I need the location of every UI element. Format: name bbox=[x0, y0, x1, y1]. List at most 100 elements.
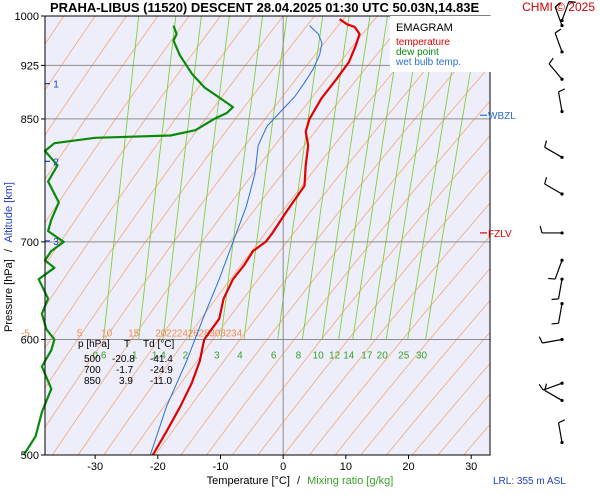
table-cell: -11.0 bbox=[150, 376, 172, 387]
wind-barb bbox=[560, 1, 576, 23]
fzlv-marker: FZLV bbox=[480, 229, 512, 240]
mixing-ratio-label: 8 bbox=[296, 351, 302, 362]
table-cell: 500 bbox=[84, 354, 101, 365]
dew-point-line bbox=[22, 25, 235, 456]
y-tick-label: 925 bbox=[21, 60, 39, 72]
wind-barb-flag bbox=[558, 88, 566, 93]
mixing-ratio-label: 0.6 bbox=[93, 351, 107, 362]
wind-barb bbox=[548, 57, 564, 81]
wind-barb-flag bbox=[544, 177, 548, 185]
mixing-ratio-label: 20 bbox=[377, 351, 389, 362]
mixing-ratio-label: 10 bbox=[313, 351, 325, 362]
wind-barb bbox=[557, 419, 566, 445]
mixing-ratio-line bbox=[301, 16, 350, 340]
mixing-ratio-label: 30 bbox=[416, 351, 428, 362]
dry-adiabat-line bbox=[77, 16, 409, 455]
dry-adiabat-line bbox=[592, 16, 600, 455]
y-axis-title: Pressure [hPa] / Altitude [km] bbox=[3, 182, 15, 332]
mixing-ratio-label: 3 bbox=[214, 351, 220, 362]
dry-adiabat-line bbox=[45, 16, 315, 389]
wind-barb-flag bbox=[568, 1, 576, 3]
table-cell: 850 bbox=[84, 376, 101, 387]
dry-adiabat-line bbox=[360, 300, 490, 455]
x-tick-label: 30 bbox=[465, 461, 477, 473]
wind-barb-shaft bbox=[554, 260, 563, 280]
x-tick-label: -10 bbox=[213, 461, 229, 473]
x-axis-title: Temperature [°C] / Mixing ratio [g/kg] bbox=[207, 475, 394, 487]
dry-adiabat-line bbox=[45, 16, 221, 266]
legend-temperature: temperature bbox=[396, 37, 450, 48]
table-cell: -24.9 bbox=[150, 365, 173, 376]
y-tick-label: 600 bbox=[21, 335, 39, 347]
dry-adiabat-line bbox=[45, 16, 127, 136]
wind-barb-shaft bbox=[542, 338, 563, 344]
wind-barb-shaft bbox=[557, 422, 563, 443]
adiabat-label: 20 bbox=[155, 329, 167, 340]
adiabat-label: 22 bbox=[166, 329, 178, 340]
table-header-td: Td [°C] bbox=[143, 339, 174, 350]
legend-dew-point: dew point bbox=[396, 47, 439, 58]
wind-barb-shaft bbox=[557, 91, 563, 112]
wind-barb bbox=[539, 225, 564, 235]
table-cell: -41.4 bbox=[150, 354, 173, 365]
dry-adiabat-line bbox=[386, 331, 490, 455]
clipped-grid bbox=[45, 16, 600, 455]
wind-barb-flag bbox=[538, 383, 544, 391]
mixing-ratio-label: 17 bbox=[361, 351, 373, 362]
adiabat-label: 28 bbox=[199, 329, 211, 340]
dry-adiabat-line bbox=[283, 202, 490, 455]
adiabat-label: 34 bbox=[231, 329, 243, 340]
wind-barb bbox=[557, 88, 566, 114]
y-axis-label-altitude: Altitude [km] bbox=[3, 182, 15, 243]
mixing-ratio-line bbox=[338, 16, 388, 340]
wind-barb-flag bbox=[538, 336, 543, 344]
adiabat-label: 10 bbox=[101, 329, 113, 340]
dry-adiabat-line bbox=[45, 16, 96, 91]
wind-barb bbox=[538, 381, 564, 391]
x-tick-label: -20 bbox=[150, 461, 166, 473]
plot-frame bbox=[44, 15, 491, 456]
plot-background bbox=[45, 16, 490, 455]
lrl-label: LRL: 355 m ASL bbox=[493, 476, 566, 487]
table-header-t: T bbox=[124, 339, 130, 350]
wbzl-marker: WBZL bbox=[480, 111, 516, 122]
wind-barb-flag bbox=[554, 2, 562, 8]
svg-text:Pressure [hPa] / A: Pressure [hPa] / Altitude [km] bbox=[3, 182, 15, 332]
adiabat-label: 32 bbox=[220, 329, 232, 340]
wind-barb-shaft bbox=[548, 63, 563, 80]
altitude-tick-label: 3 bbox=[53, 237, 59, 248]
dry-adiabat-line bbox=[52, 16, 378, 455]
wind-barb-shaft bbox=[544, 183, 563, 195]
y-tick-label: 1000 bbox=[15, 11, 39, 23]
wind-barb-shaft bbox=[544, 146, 563, 158]
mixing-ratio-line bbox=[103, 16, 140, 340]
wind-barb bbox=[551, 302, 564, 325]
mixing-ratio-label: 6 bbox=[271, 351, 277, 362]
dry-adiabat-line bbox=[45, 16, 284, 349]
dry-adiabat-line bbox=[231, 135, 490, 455]
mixing-ratio-label: 1.4 bbox=[152, 351, 166, 362]
dry-adiabat-line bbox=[45, 16, 347, 429]
adiabat-label: 5 bbox=[77, 329, 83, 340]
altitude-tick-label: 2 bbox=[53, 157, 59, 168]
table-cell: 700 bbox=[84, 365, 101, 376]
wind-barb bbox=[544, 140, 564, 159]
x-tick-label: 0 bbox=[280, 461, 286, 473]
wind-barb-shaft bbox=[557, 303, 563, 324]
wind-barb-shaft bbox=[554, 6, 563, 26]
x-axis-label: Temperature [°C] bbox=[207, 475, 290, 487]
mixing-ratio-line bbox=[277, 16, 324, 340]
chart-title: PRAHA-LIBUS (11520) DESCENT 28.04.2025 0… bbox=[50, 0, 480, 15]
wind-barb-flag bbox=[551, 298, 559, 301]
wind-barb-flag bbox=[544, 140, 548, 148]
wet-bulb-temp-line bbox=[149, 25, 323, 456]
adiabat-label: 26 bbox=[188, 329, 200, 340]
x-tick-label: -30 bbox=[87, 461, 103, 473]
dry-adiabat-line bbox=[567, 16, 600, 455]
table-header-p: p [hPa] bbox=[78, 339, 110, 350]
wind-barb bbox=[538, 336, 564, 344]
table-cell: -20.8 bbox=[112, 354, 135, 365]
copyright: CHMI © 2025 bbox=[522, 0, 595, 14]
wind-barb-flag bbox=[558, 419, 566, 424]
